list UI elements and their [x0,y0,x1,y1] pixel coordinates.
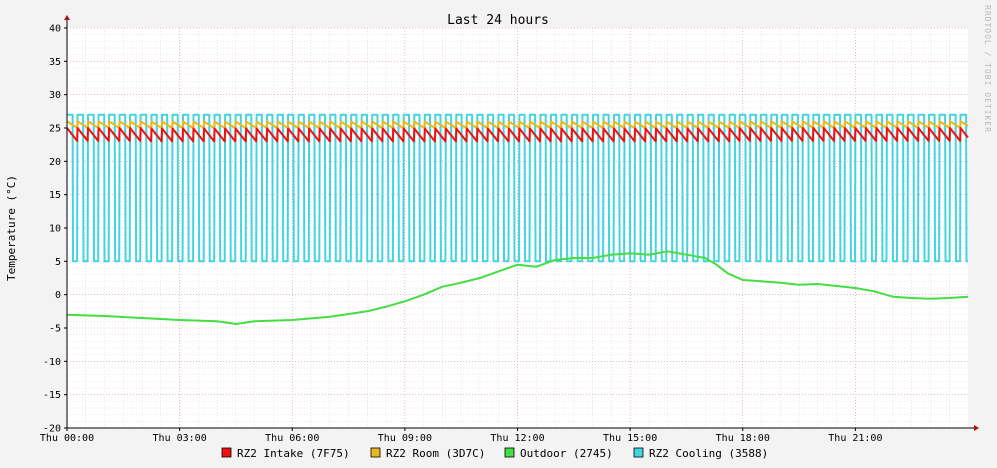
legend-label: Outdoor (2745) [520,447,613,460]
x-axis-arrow [974,425,979,431]
y-tick-label: 40 [49,24,61,35]
y-tick-label: 5 [55,257,61,268]
y-tick-label: -20 [43,424,61,435]
y-tick-label: 20 [49,157,61,168]
y-tick-label: 10 [49,224,61,235]
y-tick-labels: 40 35 30 25 20 15 10 5 0 -5 -10 -15 -20 [43,24,61,435]
y-tick-label: -5 [49,324,61,335]
y-tick-label: -15 [43,390,61,401]
grid [66,27,968,429]
series-line-3 [66,113,969,263]
x-tick-label: Thu 00:00 [40,433,94,444]
legend-swatch [221,447,232,458]
series-line-1 [66,120,969,129]
legend-swatch [504,447,515,458]
x-tick-label: Thu 21:00 [828,433,882,444]
y-tick-label: 25 [49,124,61,135]
x-tick-label: Thu 15:00 [603,433,657,444]
series-line-0 [66,127,969,143]
y-tick-label: 30 [49,90,61,101]
series-line-2 [66,250,969,325]
legend-swatch [370,447,381,458]
rrdtool-watermark: RRDTOOL / TOBI OETIKER [983,5,992,133]
y-tick-label: 15 [49,190,61,201]
y-axis-arrow [64,15,70,20]
x-tick-label: Thu 09:00 [378,433,432,444]
chart-title: Last 24 hours [447,13,549,28]
axes [64,15,979,431]
y-tick-label: 35 [49,57,61,68]
legend-label: RZ2 Intake (7F75) [237,447,350,460]
x-tick-labels: Thu 00:00 Thu 03:00 Thu 06:00 Thu 09:00 Thu … [40,433,883,444]
y-tick-label: 0 [55,290,61,301]
legend: RZ2 Intake (7F75) RZ2 Room (3D7C) Outdoor … [221,447,768,460]
x-tick-label: Thu 12:00 [490,433,544,444]
legend-swatch [633,447,644,458]
legend-label: RZ2 Room (3D7C) [386,447,485,460]
y-tick-label: -10 [43,357,61,368]
legend-label: RZ2 Cooling (3588) [649,447,768,460]
y-axis-label: Temperature (°C) [5,175,18,281]
x-tick-label: Thu 06:00 [265,433,319,444]
x-tick-label: Thu 18:00 [716,433,770,444]
series-layer [66,113,969,325]
x-tick-label: Thu 03:00 [153,433,207,444]
